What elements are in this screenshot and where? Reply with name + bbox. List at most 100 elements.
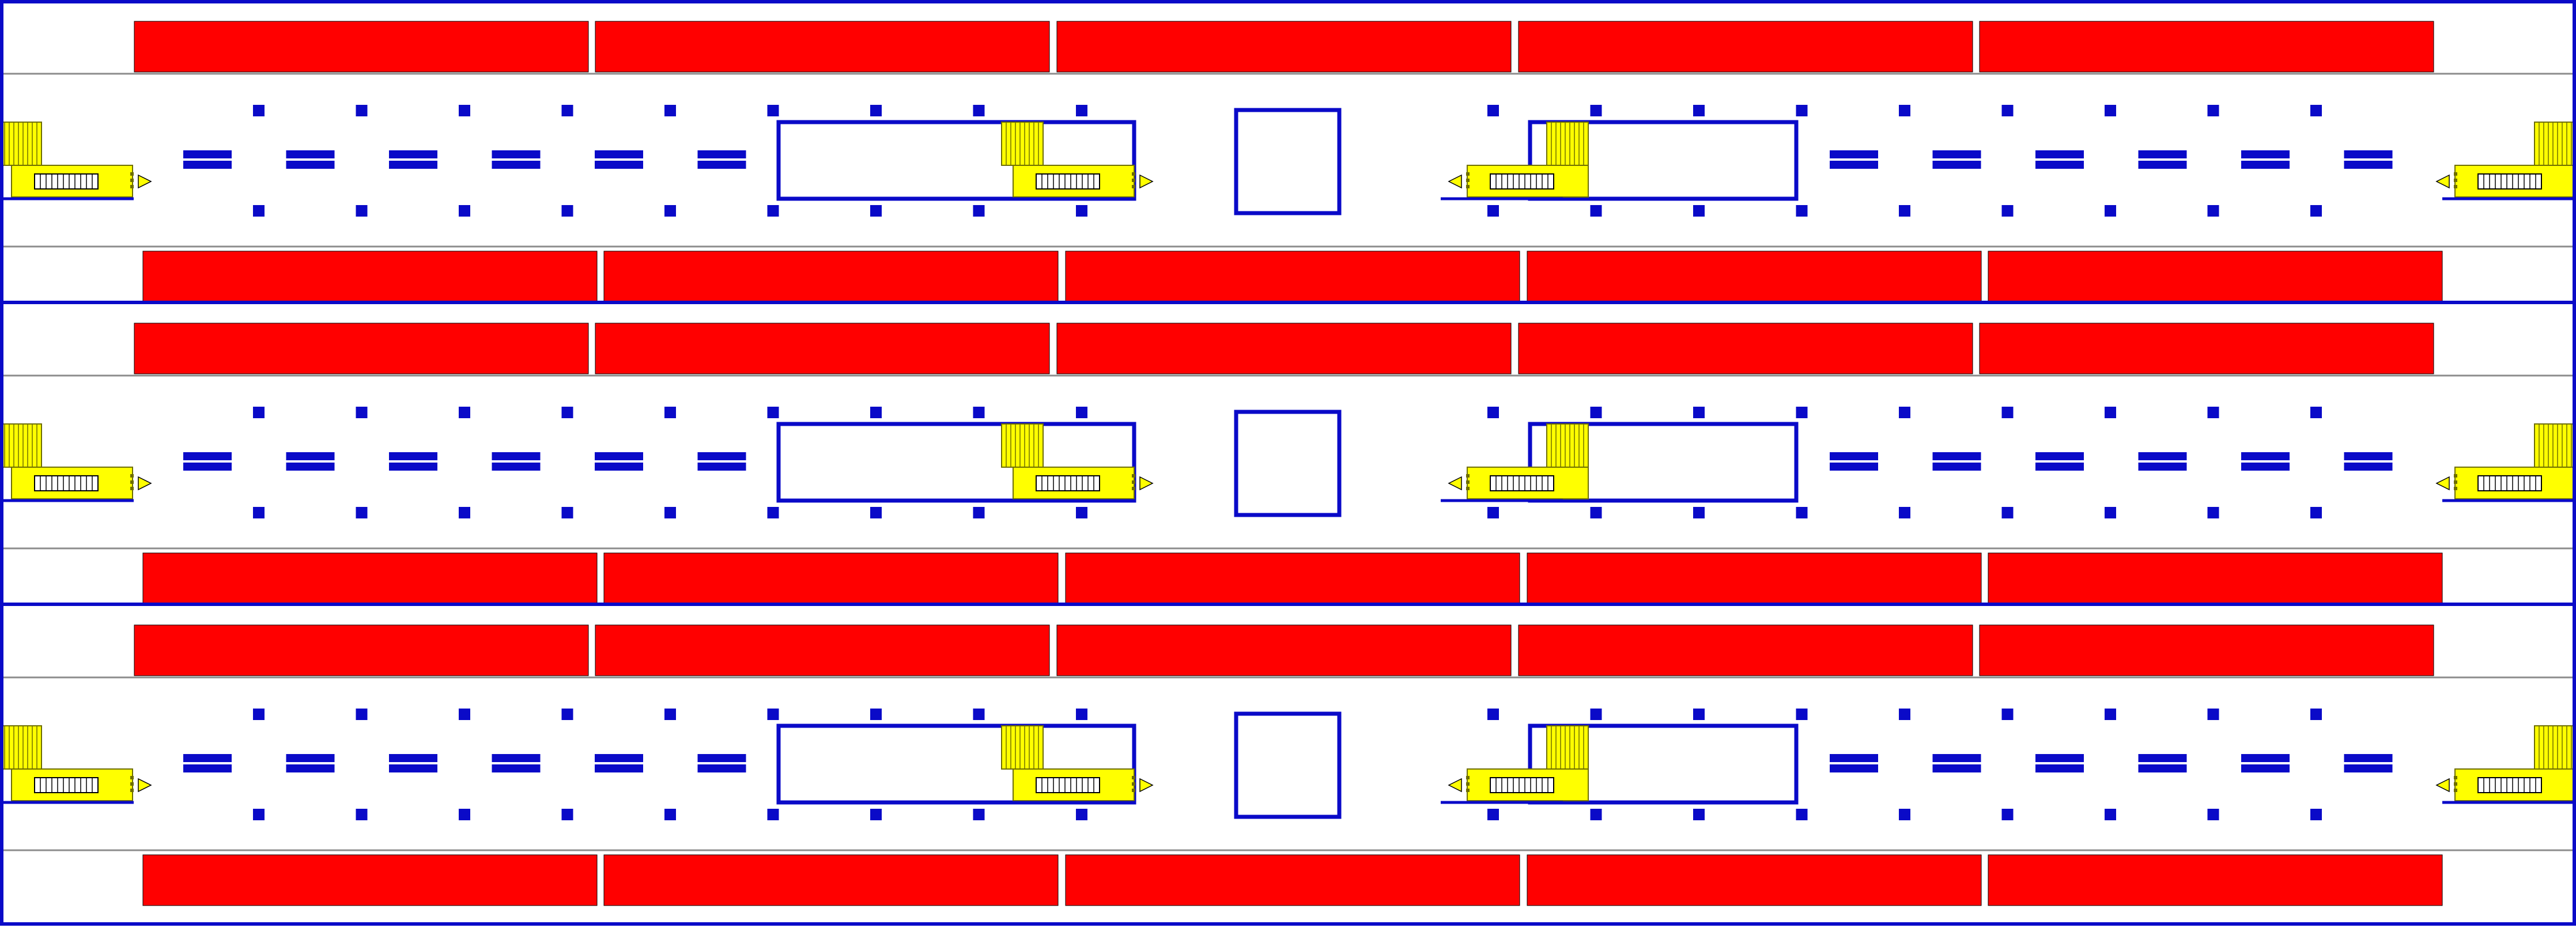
- rail-strip: [1490, 475, 1554, 491]
- marker-square-icon: [973, 709, 985, 720]
- red-block-bottom: [1988, 552, 2443, 604]
- wheel-mark: [1466, 480, 1470, 484]
- red-block-top: [595, 21, 1050, 73]
- red-block-top: [1979, 323, 2434, 374]
- wheel-mark: [1132, 782, 1135, 786]
- marker-square-icon: [767, 105, 779, 116]
- marker-square-icon: [1487, 105, 1499, 116]
- red-block-top: [1056, 21, 1512, 73]
- wheel-mark: [1132, 789, 1135, 792]
- red-block-bottom: [1988, 854, 2443, 906]
- wheel-mark: [2454, 776, 2457, 779]
- double-bar-lower: [595, 463, 643, 471]
- double-bar-upper: [2344, 150, 2393, 158]
- marker-square-icon: [1693, 407, 1705, 418]
- double-bar-upper: [2138, 754, 2187, 762]
- double-bar-lower: [2035, 463, 2084, 471]
- tower-block: [1001, 122, 1044, 166]
- double-bar-lower: [2035, 764, 2084, 772]
- double-bar-lower: [595, 161, 643, 169]
- triangle-arrow-icon: [1448, 174, 1462, 189]
- double-bar-lower: [2241, 764, 2290, 772]
- marker-square-icon: [1590, 709, 1602, 720]
- double-bar-upper: [1932, 754, 1981, 762]
- wheel-mark: [1466, 179, 1470, 182]
- double-bar-lower: [2344, 764, 2393, 772]
- marker-square-icon: [1693, 809, 1705, 820]
- double-bar-lower: [1932, 161, 1981, 169]
- double-bar-lower: [2241, 161, 2290, 169]
- triangle-arrow-icon: [138, 778, 152, 793]
- wheel-mark: [2454, 185, 2457, 188]
- marker-square-icon: [2310, 105, 2322, 116]
- marker-square-icon: [2207, 709, 2219, 720]
- double-bar-lower: [2344, 463, 2393, 471]
- wheel-mark: [1132, 179, 1135, 182]
- carrier-left-edge: [0, 423, 152, 499]
- tower-block: [1001, 423, 1044, 468]
- marker-square-icon: [767, 809, 779, 820]
- rail-strip: [34, 173, 99, 190]
- carrier-left-inner: [1001, 725, 1154, 801]
- double-bar-upper: [697, 150, 746, 158]
- marker-square-icon: [1693, 205, 1705, 217]
- marker-square-icon: [2310, 507, 2322, 518]
- marker-square-icon: [973, 809, 985, 820]
- double-bar-lower: [286, 463, 335, 471]
- rail-strip: [1036, 777, 1100, 793]
- marker-square-icon: [1899, 709, 1910, 720]
- wheel-mark: [2454, 179, 2457, 182]
- marker-square-icon: [2105, 105, 2116, 116]
- wheel-mark: [1132, 185, 1135, 188]
- carrier-right-edge: [2435, 725, 2576, 801]
- double-bar-upper: [2035, 452, 2084, 460]
- marker-square-icon: [1590, 507, 1602, 518]
- tower-block: [0, 725, 42, 770]
- wheel-mark: [1132, 776, 1135, 779]
- red-block-bottom: [1065, 854, 1520, 906]
- outline-box-right: [1528, 120, 1799, 201]
- marker-square-icon: [870, 205, 882, 217]
- marker-square-icon: [1899, 105, 1910, 116]
- double-bar-lower: [1932, 764, 1981, 772]
- outline-box-right: [1528, 724, 1799, 805]
- red-block-bottom: [603, 251, 1059, 302]
- double-bar-lower: [492, 161, 541, 169]
- marker-square-icon: [1693, 507, 1705, 518]
- marker-square-icon: [253, 105, 265, 116]
- marker-square-icon: [561, 507, 573, 518]
- red-block-top: [134, 323, 589, 374]
- marker-square-icon: [2105, 205, 2116, 217]
- marker-square-icon: [2105, 407, 2116, 418]
- marker-square-icon: [459, 507, 470, 518]
- double-bar-upper: [595, 754, 643, 762]
- marker-square-icon: [1590, 205, 1602, 217]
- tower-block: [1546, 423, 1589, 468]
- double-bar-lower: [697, 764, 746, 772]
- red-block-bottom: [1988, 251, 2443, 302]
- marker-square-icon: [2207, 205, 2219, 217]
- marker-square-icon: [1590, 407, 1602, 418]
- wheel-mark: [1132, 487, 1135, 490]
- carrier-left-edge: [0, 122, 152, 198]
- marker-square-icon: [1899, 205, 1910, 217]
- marker-square-icon: [561, 205, 573, 217]
- marker-square-icon: [1076, 105, 1087, 116]
- tower-block: [2534, 725, 2576, 770]
- red-block-top: [595, 624, 1050, 676]
- marker-square-icon: [1487, 809, 1499, 820]
- marker-square-icon: [2310, 205, 2322, 217]
- marker-square-icon: [2207, 809, 2219, 820]
- marker-square-icon: [1076, 809, 1087, 820]
- wheel-mark: [130, 789, 134, 792]
- marker-square-icon: [2001, 105, 2014, 116]
- marker-square-icon: [664, 507, 676, 518]
- marker-square-icon: [2001, 809, 2014, 820]
- wheel-mark: [1132, 172, 1135, 176]
- double-bar-lower: [183, 161, 232, 169]
- double-bar-upper: [1932, 150, 1981, 158]
- marker-square-icon: [561, 709, 573, 720]
- marker-square-icon: [356, 507, 368, 518]
